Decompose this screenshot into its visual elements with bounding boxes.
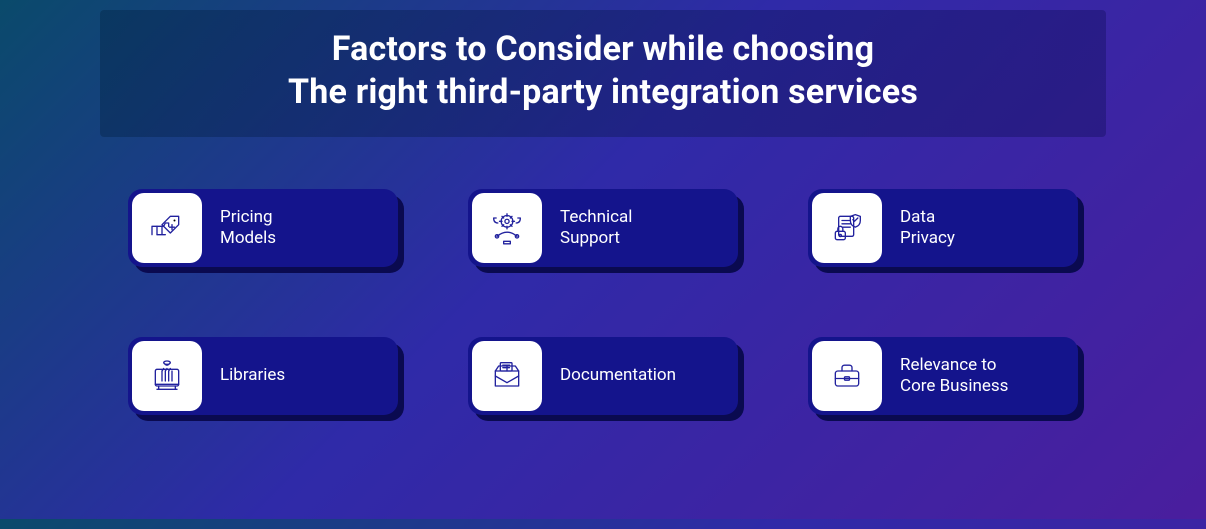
title-line-1: Factors to Consider while choosing bbox=[332, 29, 874, 69]
card-documentation: Documentation bbox=[468, 337, 738, 415]
card-data-privacy: Data Privacy bbox=[808, 189, 1078, 267]
documentation-icon bbox=[472, 341, 542, 411]
card-libraries: Libraries bbox=[128, 337, 398, 415]
relevance-icon bbox=[812, 341, 882, 411]
pricing-icon bbox=[132, 193, 202, 263]
title-line-2: The right third-party integration servic… bbox=[288, 72, 918, 112]
title-bar: Factors to Consider while choosing The r… bbox=[100, 10, 1106, 137]
card-label: Documentation bbox=[560, 365, 676, 386]
cards-grid: Pricing Models Technical Support bbox=[0, 189, 1206, 415]
card-relevance-core-business: Relevance to Core Business bbox=[808, 337, 1078, 415]
libraries-icon bbox=[132, 341, 202, 411]
card-pricing-models: Pricing Models bbox=[128, 189, 398, 267]
support-icon bbox=[472, 193, 542, 263]
card-label: Data Privacy bbox=[900, 207, 955, 250]
card-label: Technical Support bbox=[560, 207, 632, 250]
card-label: Libraries bbox=[220, 365, 285, 386]
card-label: Relevance to Core Business bbox=[900, 355, 1008, 398]
card-label: Pricing Models bbox=[220, 207, 276, 250]
card-technical-support: Technical Support bbox=[468, 189, 738, 267]
privacy-icon bbox=[812, 193, 882, 263]
page-title: Factors to Consider while choosing The r… bbox=[120, 28, 1086, 113]
